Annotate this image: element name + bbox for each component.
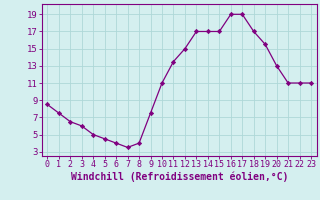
X-axis label: Windchill (Refroidissement éolien,°C): Windchill (Refroidissement éolien,°C) — [70, 172, 288, 182]
